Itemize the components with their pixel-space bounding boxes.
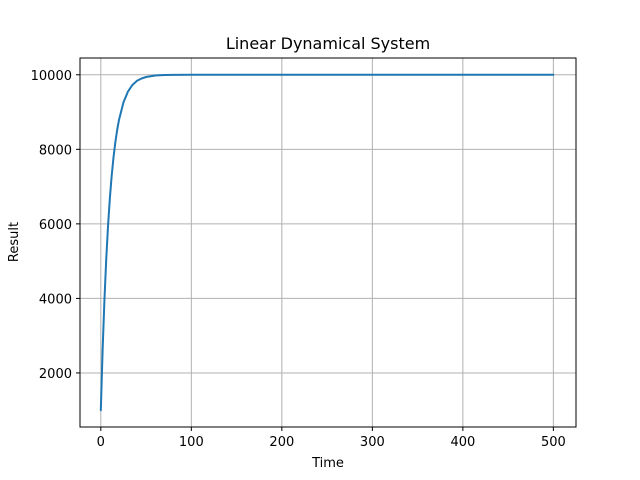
- x-tick-label: 200: [269, 435, 294, 450]
- series-layer: [99, 73, 555, 412]
- y-tick-label: 8000: [39, 143, 72, 158]
- y-tick-label: 6000: [39, 218, 72, 233]
- x-tick-label: 500: [541, 435, 566, 450]
- x-tick-label: 100: [179, 435, 204, 450]
- y-axis-label: Result: [7, 222, 22, 262]
- y-tick-label: 10000: [31, 69, 72, 84]
- x-tick-label: 0: [97, 435, 105, 450]
- x-tick-label: 400: [450, 435, 475, 450]
- series-line: [99, 73, 555, 412]
- chart-title: Linear Dynamical System: [226, 34, 430, 53]
- plot-frame: [79, 57, 577, 428]
- tick-layer: 0 100 200 300 400 500 2000 4000 6000 8000 10000: [31, 69, 566, 450]
- x-tick-label: 300: [360, 435, 385, 450]
- grid-layer: [80, 58, 576, 427]
- y-tick-label: 4000: [39, 292, 72, 307]
- x-axis-label: Time: [311, 456, 344, 471]
- y-tick-label: 2000: [39, 367, 72, 382]
